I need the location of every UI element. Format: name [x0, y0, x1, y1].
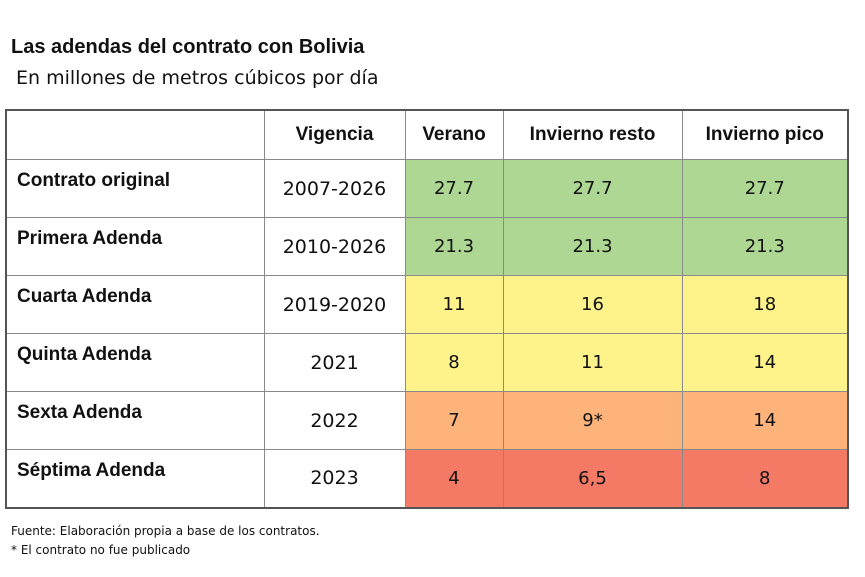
cell-invierno-pico: 18 [681, 275, 849, 334]
cell-verano: 27.7 [404, 159, 504, 218]
header-invierno-resto: Invierno resto [502, 109, 683, 160]
header-empty [5, 109, 265, 160]
row-vigencia: 2010-2026 [263, 217, 406, 276]
cell-invierno-resto: 16 [502, 275, 683, 334]
cell-invierno-resto: 11 [502, 333, 683, 392]
cell-verano: 8 [404, 333, 504, 392]
row-vigencia: 2007-2026 [263, 159, 406, 218]
cell-invierno-pico: 27.7 [681, 159, 849, 218]
row-vigencia: 2021 [263, 333, 406, 392]
cell-invierno-pico: 21.3 [681, 217, 849, 276]
cell-invierno-resto: 21.3 [502, 217, 683, 276]
header-verano: Verano [404, 109, 504, 160]
cell-invierno-resto: 27.7 [502, 159, 683, 218]
header-invierno-pico: Invierno pico [681, 109, 849, 160]
table-row: Séptima Adenda 2023 4 6,5 8 [5, 449, 849, 508]
page-title: Las adendas del contrato con Bolivia [11, 36, 365, 58]
table-row: Contrato original 2007-2026 27.7 27.7 27… [5, 159, 849, 218]
row-label: Quinta Adenda [5, 333, 265, 392]
notes: Fuente: Elaboración propia a base de los… [11, 522, 320, 560]
row-vigencia: 2019-2020 [263, 275, 406, 334]
page-subtitle: En millones de metros cúbicos por día [16, 67, 379, 89]
row-vigencia: 2022 [263, 391, 406, 450]
cell-verano: 4 [404, 449, 504, 508]
row-vigencia: 2023 [263, 449, 406, 508]
row-label: Sexta Adenda [5, 391, 265, 450]
cell-verano: 7 [404, 391, 504, 450]
cell-invierno-pico: 8 [681, 449, 849, 508]
table-row: Primera Adenda 2010-2026 21.3 21.3 21.3 [5, 217, 849, 276]
header-vigencia: Vigencia [263, 109, 406, 160]
row-label: Contrato original [5, 159, 265, 218]
footnote: * El contrato no fue publicado [11, 543, 191, 557]
cell-invierno-resto: 6,5 [502, 449, 683, 508]
row-label: Primera Adenda [5, 217, 265, 276]
cell-invierno-resto: 9* [502, 391, 683, 450]
row-label: Cuarta Adenda [5, 275, 265, 334]
cell-verano: 11 [404, 275, 504, 334]
table-row: Cuarta Adenda 2019-2020 11 16 18 [5, 275, 849, 334]
table-header-row: Vigencia Verano Invierno resto Invierno … [5, 109, 849, 160]
cell-verano: 21.3 [404, 217, 504, 276]
row-label: Séptima Adenda [5, 449, 265, 508]
table-row: Sexta Adenda 2022 7 9* 14 [5, 391, 849, 450]
cell-invierno-pico: 14 [681, 391, 849, 450]
cell-invierno-pico: 14 [681, 333, 849, 392]
table-row: Quinta Adenda 2021 8 11 14 [5, 333, 849, 392]
source-note: Fuente: Elaboración propia a base de los… [11, 524, 320, 538]
addenda-table: Vigencia Verano Invierno resto Invierno … [5, 109, 849, 509]
